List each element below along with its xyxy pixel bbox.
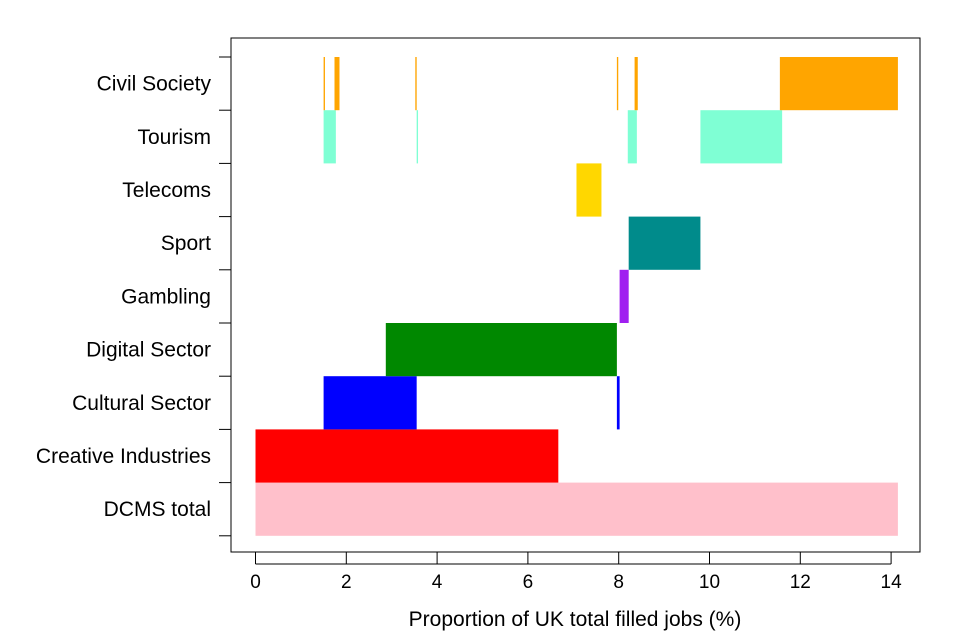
category-label-telecoms: Telecoms <box>122 179 211 202</box>
category-label-sport: Sport <box>161 232 211 255</box>
x-tick-label: 12 <box>790 572 811 593</box>
bar-cultural-sector <box>616 376 620 430</box>
x-tick-label: 4 <box>432 572 443 593</box>
y-axis: DCMS total Creative Industries Cultural Se… <box>36 56 231 537</box>
bars-group <box>255 57 898 536</box>
category-label-tourism: Tourism <box>137 126 211 149</box>
bar-civil-society <box>779 57 898 111</box>
bar-civil-society <box>323 57 325 111</box>
bar-digital-sector <box>385 323 617 377</box>
category-label-cultural-sector: Cultural Sector <box>72 392 211 415</box>
x-tick-label: 0 <box>250 572 261 593</box>
x-tick-label: 8 <box>613 572 624 593</box>
bar-civil-society <box>634 57 638 111</box>
category-label-digital-sector: Digital Sector <box>86 339 211 362</box>
bar-tourism <box>416 110 419 164</box>
bar-civil-society <box>415 57 417 111</box>
x-tick-label: 6 <box>523 572 534 593</box>
category-label-civil-society: Civil Society <box>97 73 212 96</box>
x-tick-label: 10 <box>699 572 720 593</box>
category-label-dcms-total: DCMS total <box>104 498 211 521</box>
bar-tourism <box>323 110 336 164</box>
x-tick-label: 14 <box>881 572 903 593</box>
bar-gambling <box>619 269 629 323</box>
category-label-creative-industries: Creative Industries <box>36 445 211 468</box>
bar-tourism <box>627 110 637 164</box>
bar-tourism <box>700 110 783 164</box>
bar-civil-society <box>334 57 340 111</box>
bar-creative-industries <box>255 429 559 483</box>
bar-cultural-sector <box>323 376 417 430</box>
category-label-gambling: Gambling <box>121 285 211 308</box>
bar-sport <box>628 216 701 270</box>
x-axis: 0 2 4 6 8 10 12 14 <box>250 552 902 593</box>
x-axis-title: Proportion of UK total filled jobs (%) <box>409 608 742 631</box>
bar-telecoms <box>576 163 602 217</box>
plot-frame <box>230 37 921 553</box>
bar-dcms-total <box>255 482 898 536</box>
bar-civil-society <box>616 57 619 111</box>
x-tick-label: 2 <box>341 572 352 593</box>
